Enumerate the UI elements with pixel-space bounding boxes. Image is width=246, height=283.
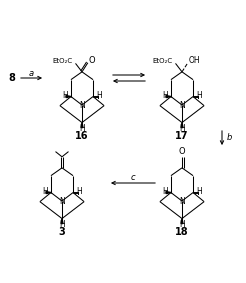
Text: OH: OH bbox=[189, 56, 201, 65]
Text: EtO₂C: EtO₂C bbox=[52, 58, 73, 65]
Polygon shape bbox=[81, 123, 83, 128]
Text: H: H bbox=[42, 187, 48, 196]
Text: H: H bbox=[59, 220, 65, 229]
Text: H: H bbox=[96, 91, 102, 100]
Text: H: H bbox=[196, 91, 202, 100]
Text: H: H bbox=[179, 124, 185, 133]
Polygon shape bbox=[61, 218, 63, 224]
Text: N: N bbox=[79, 100, 85, 110]
Text: 3: 3 bbox=[59, 227, 65, 237]
Text: EtO₂C: EtO₂C bbox=[153, 58, 172, 65]
Text: b: b bbox=[226, 134, 232, 143]
Text: a: a bbox=[29, 68, 33, 78]
Polygon shape bbox=[166, 192, 171, 194]
Text: H: H bbox=[162, 91, 168, 100]
Text: H: H bbox=[76, 187, 82, 196]
Text: N: N bbox=[59, 196, 65, 205]
Text: 17: 17 bbox=[175, 130, 189, 141]
Polygon shape bbox=[66, 96, 71, 98]
Text: H: H bbox=[79, 124, 85, 133]
Text: H: H bbox=[162, 187, 168, 196]
Polygon shape bbox=[181, 218, 183, 224]
Text: H: H bbox=[179, 220, 185, 229]
Text: O: O bbox=[89, 56, 95, 65]
Text: c: c bbox=[131, 173, 135, 181]
Text: H: H bbox=[196, 187, 202, 196]
Text: 16: 16 bbox=[75, 130, 89, 141]
Text: O: O bbox=[179, 147, 185, 156]
Text: N: N bbox=[179, 100, 185, 110]
Text: N: N bbox=[179, 196, 185, 205]
Text: 18: 18 bbox=[175, 227, 189, 237]
Polygon shape bbox=[181, 123, 183, 128]
Text: H: H bbox=[62, 91, 68, 100]
Polygon shape bbox=[166, 96, 171, 98]
Polygon shape bbox=[46, 192, 51, 194]
Text: 8: 8 bbox=[8, 73, 15, 83]
